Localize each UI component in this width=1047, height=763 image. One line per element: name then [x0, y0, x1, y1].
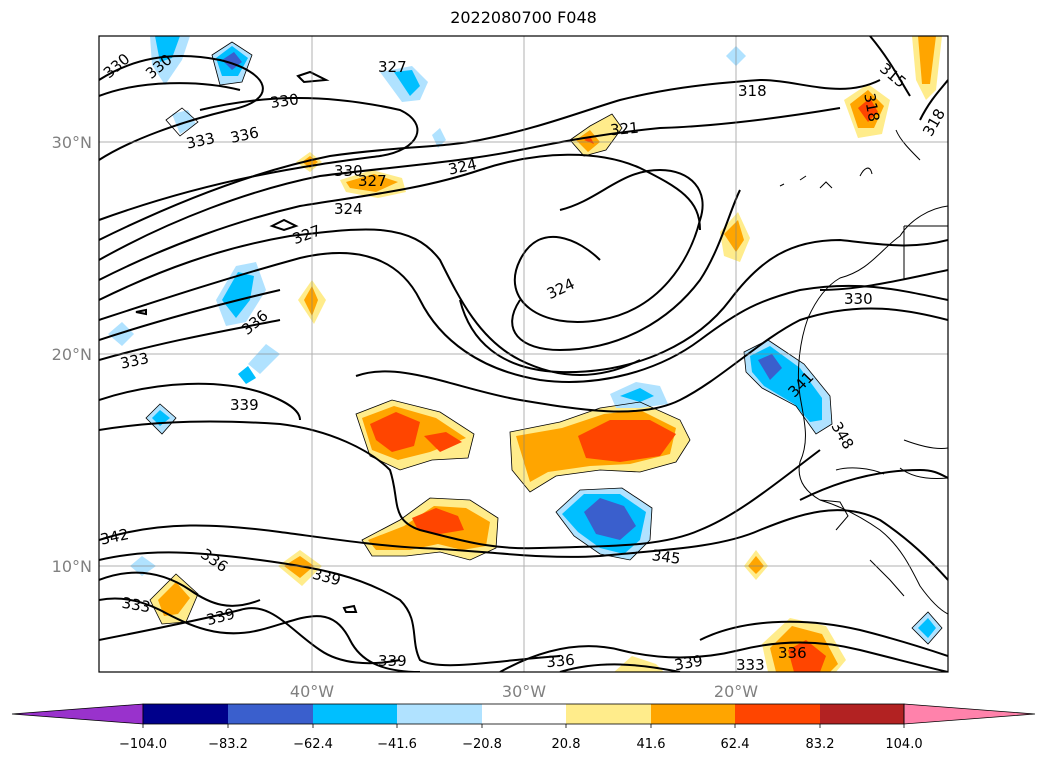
colorbar-ticks: [142, 724, 905, 728]
colorbar-tick-label: −62.4: [293, 737, 333, 752]
pos-patch: [578, 420, 676, 462]
contour-label: 330: [334, 162, 363, 180]
plot-frame: [98, 35, 949, 673]
pos-patch: [158, 582, 190, 616]
contour-label: 342: [99, 525, 131, 549]
pos-patch: [858, 98, 878, 122]
neg-patch: [222, 272, 254, 318]
contour-label: 336: [778, 644, 807, 662]
pos-patch: [788, 640, 826, 672]
colorbar-tick-label: 41.6: [637, 737, 666, 752]
colorbar-extend-high: [903, 703, 1036, 725]
contour-label: 321: [609, 119, 639, 139]
contour-label: 333: [119, 349, 151, 373]
pos-patch: [412, 508, 464, 534]
lat-label-20n: 20°N: [52, 345, 92, 364]
map-title: 2022080700 F048: [450, 8, 597, 27]
neg-patch: [432, 128, 446, 148]
colorbar-segment: [482, 704, 566, 724]
pos-patch: [284, 556, 314, 578]
pos-patch: [724, 220, 744, 252]
gridlines: [99, 36, 948, 672]
neg-patch: [108, 322, 134, 346]
colorbar-tick-label: 20.8: [552, 737, 581, 752]
contour-label: 333: [736, 656, 765, 674]
colorbar-segment: [313, 704, 397, 724]
lon-label-40w: 40°W: [290, 682, 334, 701]
neg-patch: [620, 388, 654, 402]
colorbar-tick-label: −20.8: [462, 737, 502, 752]
contour-label: 339: [230, 396, 259, 414]
colorbar-tick-label: 104.0: [885, 737, 922, 752]
contour-label: 336: [229, 123, 261, 147]
contour-label: 327: [378, 58, 407, 76]
neg-patch: [584, 498, 636, 540]
contour-label: 333: [185, 129, 217, 153]
colorbar-segment: [566, 704, 651, 724]
lat-label-30n: 30°N: [52, 133, 92, 152]
contour-label: 339: [378, 652, 407, 670]
colorbar-segment: [397, 704, 482, 724]
colorbar-segment: [143, 704, 228, 724]
neg-patch: [304, 286, 318, 316]
pos-patch: [346, 174, 398, 192]
colorbar-frame: [142, 703, 905, 725]
colorbar-tick-label: −83.2: [208, 737, 248, 752]
filled-contours: [108, 36, 942, 672]
colorbar-tick-label: 62.4: [721, 737, 750, 752]
contour-label: 345: [651, 546, 682, 568]
pos-patch: [424, 432, 462, 452]
neg-patch: [238, 366, 256, 384]
contour-label: 330: [844, 290, 873, 308]
colorbar-segment: [651, 704, 735, 724]
contour-label: 318: [860, 92, 883, 123]
colorbar-tick-label: −104.0: [119, 737, 167, 752]
colorbar-segment: [228, 704, 313, 724]
pos-patch: [748, 556, 764, 574]
contour-label: 324: [447, 155, 479, 179]
contour-label: 324: [334, 200, 363, 218]
neg-patch: [758, 354, 782, 380]
contour-label: 318: [738, 82, 767, 100]
coastlines: [779, 129, 948, 615]
lon-label-30w: 30°W: [502, 682, 546, 701]
colorbar-tick-label: −41.6: [377, 737, 417, 752]
neg-patch: [152, 410, 170, 426]
contour-label: 330: [269, 90, 300, 112]
colorbar-segment: [735, 704, 820, 724]
contour-label: 333: [120, 594, 151, 617]
contour-label: 336: [545, 651, 575, 671]
neg-patch: [394, 70, 420, 96]
neg-patch: [248, 344, 280, 374]
neg-patch: [155, 36, 180, 62]
colorbar-tick-label: 83.2: [806, 737, 835, 752]
colorbar-segment: [820, 704, 904, 724]
contour-label: 339: [673, 652, 704, 675]
neg-patch: [918, 618, 936, 638]
colorbar-extend-low: [11, 703, 144, 725]
lat-label-10n: 10°N: [52, 557, 92, 576]
pos-patch: [918, 36, 936, 84]
colorbar: −104.0 −83.2 −62.4 −41.6 −20.8 20.8 41.6…: [11, 703, 1036, 752]
lon-label-20w: 20°W: [714, 682, 758, 701]
contour-label: 327: [358, 172, 387, 190]
pos-patch: [370, 412, 420, 452]
